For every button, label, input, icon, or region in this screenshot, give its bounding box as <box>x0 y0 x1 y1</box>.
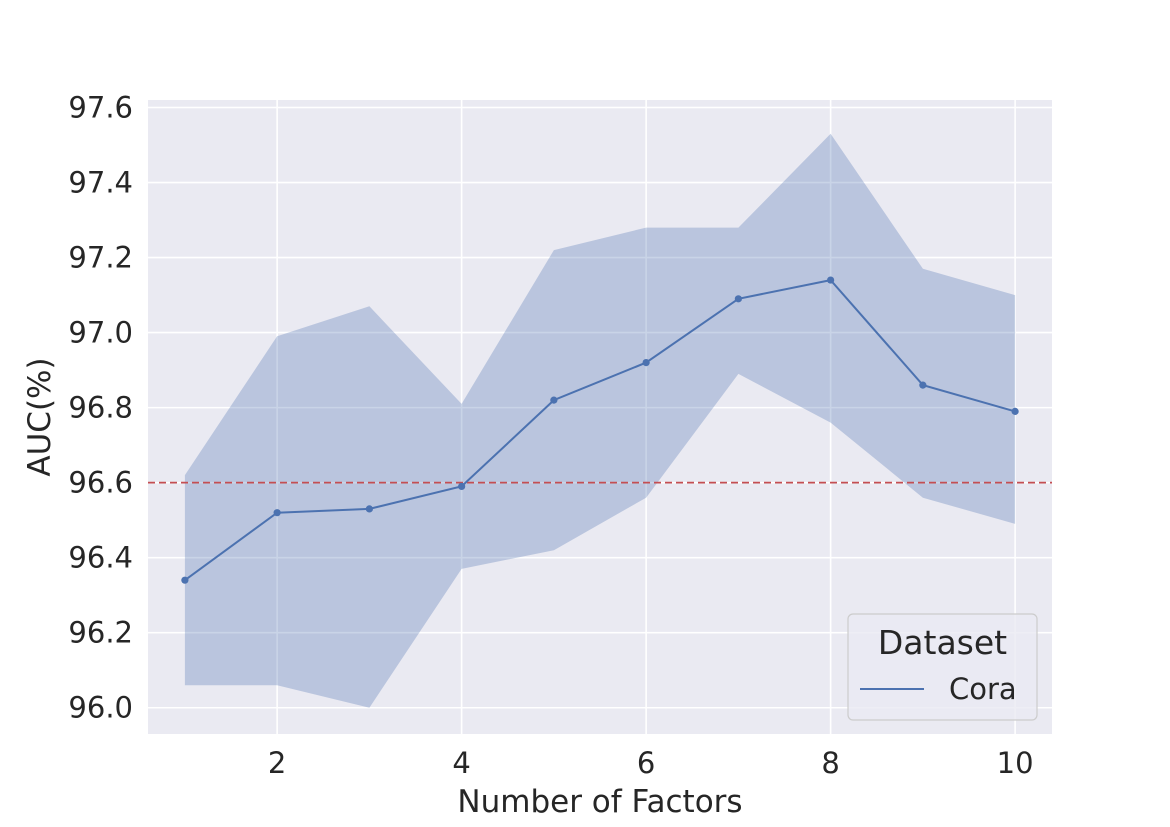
x-tick-label-6: 6 <box>637 746 655 780</box>
series-line-cora <box>184 279 1016 582</box>
legend-box <box>847 613 1038 721</box>
y-tick-label-96.2: 96.2 <box>68 616 133 650</box>
data-point-9 <box>919 381 927 389</box>
y-tick-label-96.6: 96.6 <box>68 466 133 500</box>
data-point-7 <box>734 295 742 303</box>
data-point-5 <box>550 396 558 404</box>
y-tick-label-96.0: 96.0 <box>68 691 133 725</box>
data-point-3 <box>365 505 373 513</box>
data-point-4 <box>458 482 466 491</box>
data-point-1 <box>181 576 189 584</box>
y-tick-label-97.4: 97.4 <box>68 166 133 200</box>
x-tick-label-10: 10 <box>997 746 1034 780</box>
x-tick-label-2: 2 <box>268 746 286 780</box>
y-axis-title: AUC(%) <box>22 357 58 476</box>
legend-title: Dataset <box>878 623 1007 662</box>
legend: Dataset Cora <box>847 613 1038 721</box>
data-point-2 <box>273 509 281 517</box>
data-point-10 <box>1011 407 1019 415</box>
y-tick-label-96.4: 96.4 <box>68 541 133 575</box>
x-tick-label-4: 4 <box>452 746 470 780</box>
y-tick-label-97.0: 97.0 <box>68 316 133 350</box>
x-tick-label-8: 8 <box>821 746 839 780</box>
x-axis-title: Number of Factors <box>457 784 742 820</box>
confidence-band-cora <box>184 133 1016 708</box>
legend-label-cora: Cora <box>949 672 1017 706</box>
y-tick-label-97.2: 97.2 <box>68 241 133 275</box>
data-point-6 <box>642 359 650 367</box>
y-tick-label-96.8: 96.8 <box>68 391 133 425</box>
y-tick-label-97.6: 97.6 <box>68 91 133 125</box>
data-point-8 <box>827 276 835 284</box>
